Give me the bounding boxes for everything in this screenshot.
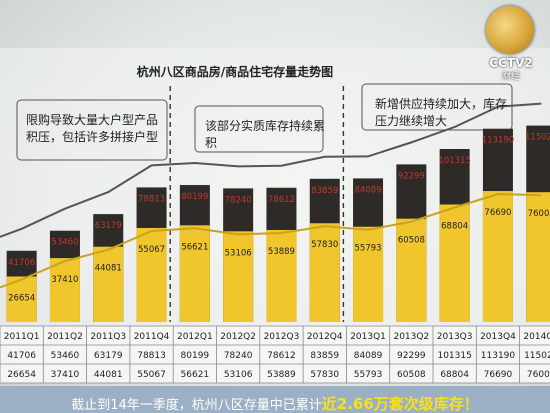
bar-label-residential: 55067: [138, 245, 165, 255]
data-table-bg: [0, 326, 550, 383]
bar-label-total: 80199: [181, 192, 208, 202]
bar-residential-2013Q3: [439, 204, 470, 322]
table-cell: 78240: [224, 351, 253, 361]
bar-label-total: 78813: [138, 194, 165, 204]
bar-residential-2011Q3: [93, 246, 124, 322]
table-cell: 92299: [397, 351, 426, 361]
table-header-cell: 2012Q2: [220, 332, 256, 342]
bar-label-residential: 68804: [441, 222, 468, 232]
table-cell: 55067: [137, 370, 166, 380]
bar-label-total: 63179: [95, 221, 122, 231]
table-cell: 76006: [527, 370, 550, 380]
table-cell: 68804: [440, 370, 469, 380]
bar-residential-2012Q3: [266, 229, 297, 322]
table-cell: 113190: [481, 351, 516, 361]
table-cell: 26654: [7, 370, 36, 380]
trend-line-residential: [0, 193, 542, 289]
annotation-3: 新增供应持续加大，库存压力继续增大: [375, 97, 508, 128]
bar-residential-2013Q4: [482, 191, 513, 322]
table-header-cell: 2011Q4: [134, 332, 170, 342]
bar-label-total: 101315: [438, 156, 470, 166]
bar-residential-2011Q2: [49, 258, 80, 322]
table-header-cell: 2012Q4: [307, 332, 343, 342]
bar-residential-2011Q4: [136, 227, 167, 322]
trend-line-total: [0, 102, 542, 238]
bar-residential-2012Q1: [179, 225, 210, 322]
bar-label-total: 83859: [311, 186, 338, 196]
bar-label-residential: 53106: [225, 248, 252, 258]
annotation-box-2: [194, 105, 324, 153]
caption-text: 截止到14年一季度，杭州八区存量中已累计近2.66万套次级库存！: [0, 393, 550, 413]
table-cell: 60508: [397, 370, 426, 380]
table-header-cell: 2011Q3: [90, 332, 126, 342]
table-cell: 37410: [51, 370, 80, 380]
table-cell: 44081: [94, 370, 123, 380]
table-header-cell: 2013Q4: [480, 332, 516, 342]
bar-label-residential: 60508: [398, 236, 425, 246]
bar-label-total: 78612: [268, 195, 295, 205]
bar-label-residential: 55793: [355, 244, 382, 254]
annotation-box-3: [361, 83, 513, 131]
table-header-cell: 2012Q3: [264, 332, 300, 342]
globe-icon: [486, 6, 534, 54]
annotation-1: 限购导致大量大户型产品积压，包括许多拼接户型: [26, 113, 159, 144]
table-cell: 55793: [354, 370, 383, 380]
table-cell: 41706: [7, 351, 36, 361]
bar-label-residential: 56621: [181, 242, 208, 252]
table-cell: 78612: [267, 351, 296, 361]
table-cell: 53460: [51, 351, 80, 361]
bar-residential-2013Q2: [396, 218, 427, 322]
bar-label-residential: 57830: [311, 240, 338, 250]
bar-residential-2014Q1: [526, 192, 550, 322]
bar-label-residential: 26654: [8, 293, 35, 303]
bar-label-residential: 53889: [268, 247, 295, 257]
bar-label-total: 113190: [482, 136, 514, 146]
channel-sub: 财经: [501, 72, 520, 82]
caption-prefix: 截止到14年一季度，杭州八区存量中已累计: [71, 398, 322, 413]
bar-residential-2012Q2: [223, 231, 254, 322]
table-cell: 56621: [181, 370, 210, 380]
bar-label-residential: 44081: [95, 264, 122, 274]
table-cell: 84089: [354, 351, 383, 361]
table-cell: 53106: [224, 370, 253, 380]
chart-title: 杭州八区商品房/商品住宅存量走势图: [137, 64, 333, 79]
caption-bar: 截止到14年一季度，杭州八区存量中已累计近2.66万套次级库存！: [0, 386, 550, 413]
table-header-cell: 2013Q1: [350, 332, 386, 342]
table-cell: 57830: [310, 370, 339, 380]
table-cell: 78813: [137, 351, 166, 361]
table-cell: 76690: [484, 370, 513, 380]
bar-residential-2013Q1: [353, 226, 384, 322]
table-cell: 101315: [437, 351, 471, 361]
table-cell: 63179: [94, 351, 123, 361]
table-cell: 80199: [181, 351, 210, 361]
bar-label-total: 41706: [8, 258, 35, 268]
bar-label-total: 78240: [225, 195, 252, 205]
table-header-cell: 2011Q1: [4, 332, 40, 342]
table-header-cell: 2011Q2: [47, 332, 83, 342]
channel-name: CCTV2: [489, 56, 533, 70]
annotation-2: 该部分实质库存持续累积: [205, 119, 326, 150]
bar-label-residential: 76006: [528, 209, 550, 219]
caption-highlight: 近2.66万套次级库存！: [321, 395, 479, 413]
table-header-cell: 2012Q1: [177, 332, 213, 342]
bar-label-total: 92299: [398, 171, 425, 181]
bar-label-residential: 76690: [484, 208, 511, 218]
annotation-box-1: [16, 99, 168, 161]
table-cell: 115025: [524, 351, 550, 361]
table-header-cell: 2013Q3: [437, 332, 473, 342]
bar-label-total: 53460: [51, 238, 78, 248]
bar-label-total: 115025: [525, 133, 550, 143]
bar-label-total: 84089: [355, 185, 382, 195]
table-cell: 83859: [310, 351, 339, 361]
bar-residential-2012Q4: [309, 223, 340, 322]
bar-label-residential: 37410: [51, 275, 78, 285]
cctv2-logo: CCTV2 财经: [480, 6, 542, 82]
table-header-cell: 2013Q2: [393, 332, 429, 342]
table-cell: 53889: [267, 370, 296, 380]
